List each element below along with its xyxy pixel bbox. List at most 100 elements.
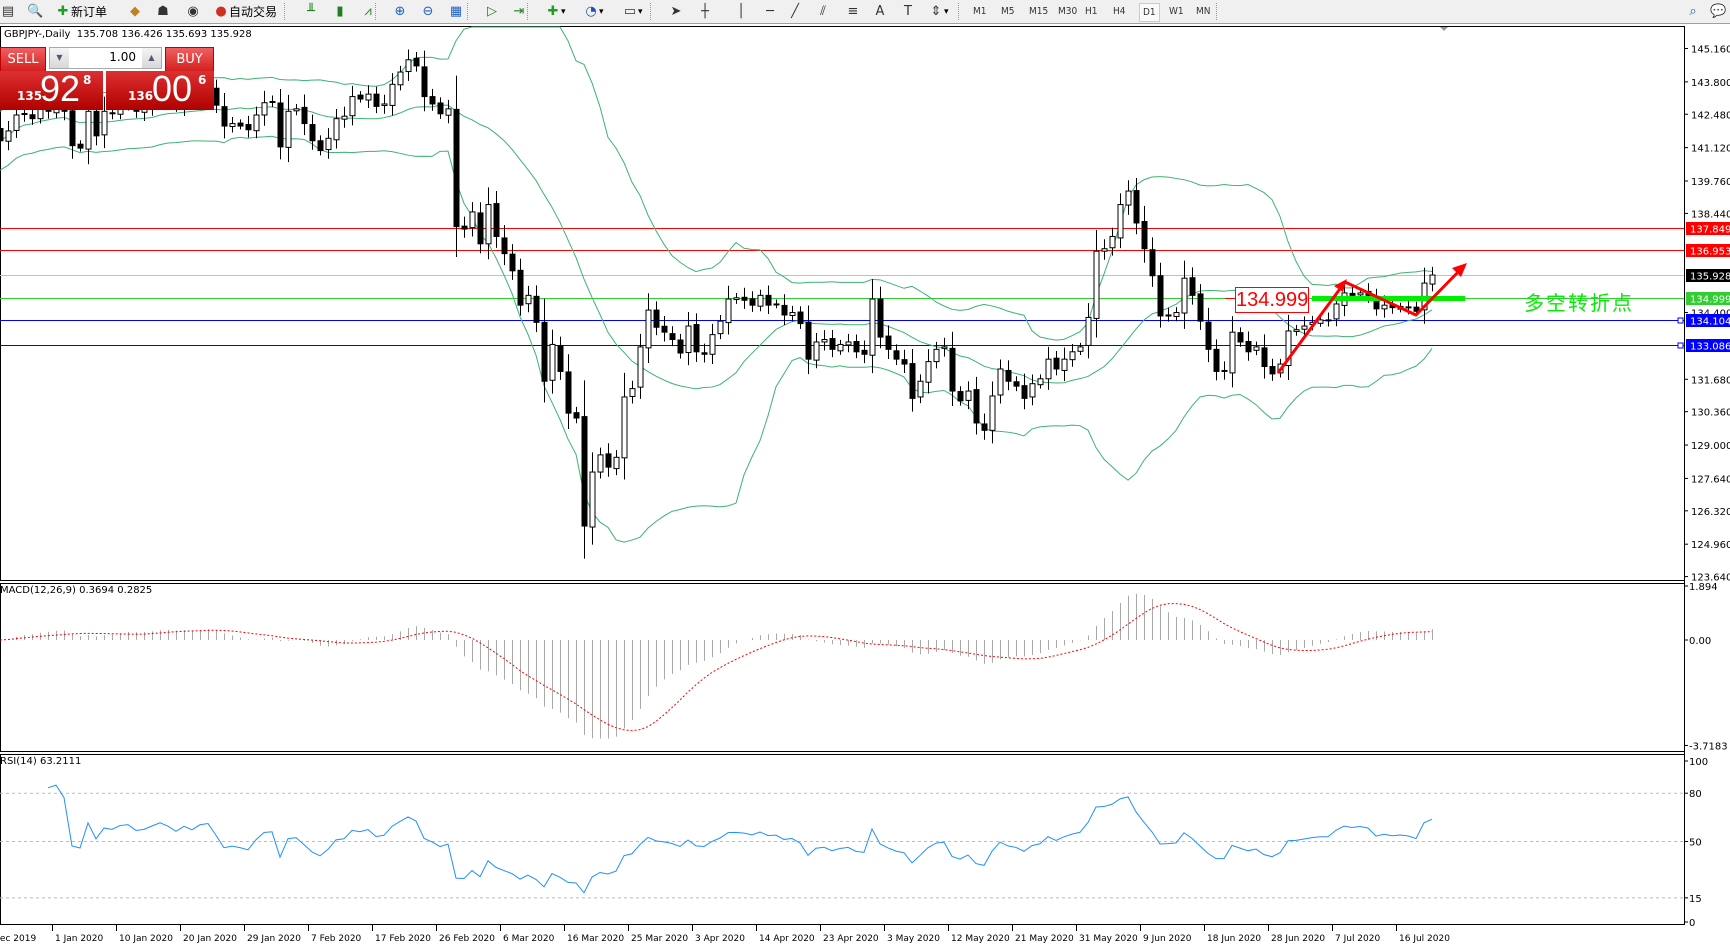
bar-chart-button[interactable]: ╨ — [303, 2, 319, 21]
candle — [509, 244, 516, 280]
candle — [813, 333, 820, 369]
market-watch-icon: 🔍 — [27, 3, 44, 19]
cursor-button[interactable]: ➤ — [668, 2, 684, 21]
timeframe-h4[interactable]: H4 — [1113, 6, 1126, 17]
autoscroll-button[interactable]: ▷ — [484, 2, 500, 21]
timeframe-d1[interactable]: D1 — [1139, 3, 1160, 22]
metaeditor-button[interactable]: ◆ — [127, 2, 143, 21]
bearish-candle-body — [237, 122, 244, 127]
candle — [725, 285, 732, 335]
bearish-candle-body — [1261, 347, 1268, 368]
indicators-button[interactable]: ✚ ▾ — [545, 2, 566, 21]
price-level-label: 136.953 — [1690, 247, 1730, 258]
candle — [1253, 341, 1260, 356]
bearish-candle-body — [581, 416, 588, 527]
crosshair-button[interactable]: ┼ — [697, 2, 713, 21]
bearish-candle-body — [693, 324, 700, 353]
market-watch-button[interactable]: 🔍 — [27, 2, 43, 21]
bearish-candle-body — [1237, 332, 1244, 343]
candle — [5, 120, 12, 151]
bullish-candle-body — [733, 297, 740, 301]
bearish-candle-body — [221, 106, 228, 127]
profile-button[interactable]: ▤ — [0, 2, 16, 21]
price-axis-label: 124.960 — [1691, 540, 1730, 551]
main-chart-frame — [0, 26, 1685, 581]
horizontal-line-button[interactable]: ─ — [762, 2, 778, 21]
auto-trading-button[interactable]: ● 自动交易 — [213, 2, 277, 21]
chart-shift-icon: ⇥ — [513, 3, 525, 19]
bullish-candle-body — [1045, 358, 1052, 380]
bearish-candle-body — [669, 333, 676, 341]
bearish-candle-body — [1269, 366, 1276, 375]
date-axis-label: 10 Jan 2020 — [119, 934, 173, 944]
ohlc-values: 135.708 136.426 135.693 135.928 — [76, 29, 252, 40]
candle — [277, 89, 284, 160]
lot-increase-button[interactable]: ▲ — [142, 48, 161, 68]
channel-button[interactable]: ⫽ — [815, 2, 831, 21]
line-chart-button[interactable]: ⩘ — [360, 2, 376, 21]
candle — [1229, 316, 1236, 388]
signals-button[interactable]: ◉ — [185, 2, 201, 21]
sell-button[interactable]: SELL — [0, 47, 46, 72]
bearish-candle-body — [373, 93, 380, 107]
lot-size-field[interactable]: ▼ 1.00 ▲ — [49, 47, 162, 69]
zoom-in-button[interactable]: ⊕ — [392, 2, 408, 21]
timeframe-mn[interactable]: MN — [1196, 6, 1211, 17]
text-button[interactable]: A — [872, 2, 888, 21]
fibonacci-button[interactable]: ≡ — [845, 2, 861, 21]
candle — [1141, 205, 1148, 263]
candle — [685, 312, 692, 366]
vertical-line-button[interactable]: │ — [733, 2, 749, 21]
navigator-button[interactable]: ☗ — [155, 2, 171, 21]
sell-price-button[interactable]: 135 92 8 — [0, 68, 103, 110]
chart-shift-button[interactable]: ⇥ — [511, 2, 527, 21]
arrows-button[interactable]: ⇕ ▾ — [928, 2, 949, 21]
price-axis-label: 129.000 — [1691, 441, 1730, 452]
timeframe-m5[interactable]: M5 — [1001, 6, 1015, 17]
price-axis-label: 131.680 — [1691, 375, 1730, 386]
templates-button[interactable]: ▭ ▾ — [622, 2, 643, 21]
bearish-candle-body — [1053, 357, 1060, 370]
toolbar-separator — [650, 3, 651, 20]
timeframe-m1[interactable]: M1 — [973, 6, 987, 17]
timeframe-w1[interactable]: W1 — [1169, 6, 1184, 17]
timeframe-h1[interactable]: H1 — [1085, 6, 1098, 17]
bullish-candle-body — [101, 110, 108, 136]
candlestick-button[interactable]: ▮ — [332, 2, 348, 21]
candle — [389, 73, 396, 116]
zoom-out-button[interactable]: ⊖ — [420, 2, 436, 21]
candle — [597, 447, 604, 479]
candle — [957, 386, 964, 406]
bullish-candle-body — [989, 395, 996, 431]
timeframe-m15[interactable]: M15 — [1029, 6, 1049, 17]
macd-axis-label: 1.894 — [1689, 582, 1718, 593]
search-button[interactable]: ⌕ — [1685, 2, 1701, 21]
bullish-candle-body — [933, 348, 940, 363]
periods-button[interactable]: ◔ ▾ — [583, 2, 603, 21]
vertical-line-icon: │ — [737, 3, 745, 19]
bullish-candle-body — [637, 346, 644, 388]
candle — [1317, 316, 1324, 327]
bullish-candle-body — [549, 343, 556, 381]
buy-price-button[interactable]: 136 00 6 — [106, 68, 214, 110]
price-level-label: 135.928 — [1690, 272, 1730, 283]
bearish-candle-body — [573, 412, 580, 419]
chat-button[interactable]: 💬 — [1710, 2, 1726, 21]
text-label-button[interactable]: T — [900, 2, 916, 21]
bullish-candle-body — [365, 93, 372, 101]
date-axis-label: 16 Mar 2020 — [567, 934, 624, 944]
candle — [493, 190, 500, 248]
bearish-candle-body — [749, 298, 756, 306]
timeframe-m30[interactable]: M30 — [1058, 6, 1078, 17]
bearish-candle-body — [1149, 249, 1156, 277]
trendline-button[interactable]: ╱ — [787, 2, 803, 21]
new-order-button[interactable]: ✚ 新订单 — [55, 2, 107, 21]
candle — [1173, 307, 1180, 322]
candle — [981, 413, 988, 440]
tile-windows-button[interactable]: ▦ — [448, 2, 464, 21]
bearish-candle-body — [829, 338, 836, 350]
lot-decrease-button[interactable]: ▼ — [50, 48, 69, 68]
price-axis-label: 142.480 — [1691, 110, 1730, 121]
candle — [0, 122, 4, 147]
